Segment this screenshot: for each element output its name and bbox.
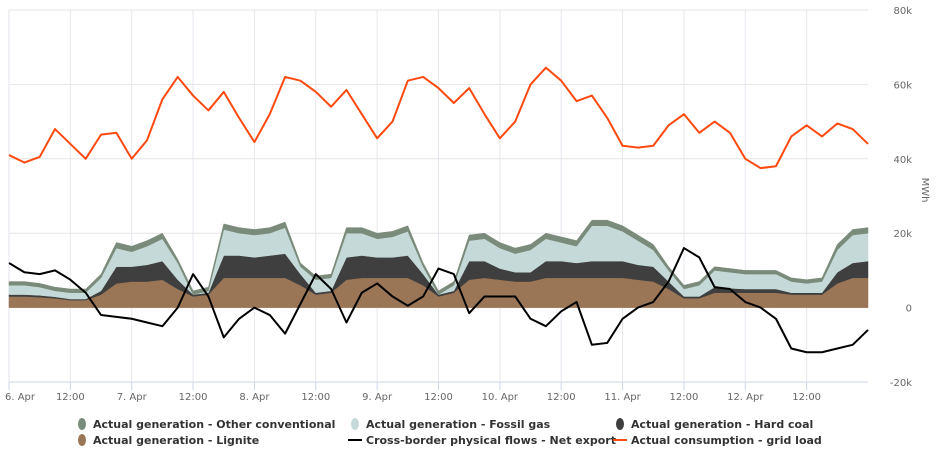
line-actual-consumption-grid-load bbox=[8, 66, 869, 170]
legend-label: Actual generation - Fossil gas bbox=[366, 418, 551, 431]
x-tick-label: 11. Apr bbox=[604, 392, 641, 403]
y-tick-label: 40k bbox=[893, 155, 912, 166]
y-axis: 80k 60k 40k 20k 0 -20k bbox=[890, 6, 912, 389]
legend-item[interactable]: Actual generation - Lignite bbox=[78, 434, 259, 447]
legend-marker-icon bbox=[616, 418, 624, 430]
legend-item[interactable]: Actual generation - Other conventional bbox=[78, 418, 335, 431]
grid bbox=[8, 9, 868, 383]
x-tick-label: 12:00 bbox=[547, 392, 576, 403]
legend-label: Cross-border physical flows - Net export bbox=[366, 434, 616, 447]
legend: Actual generation - Other conventional Ac… bbox=[78, 418, 822, 447]
y-tick-label: 80k bbox=[893, 6, 912, 17]
y-tick-label: 60k bbox=[893, 80, 912, 91]
legend-label: Actual generation - Other conventional bbox=[93, 418, 335, 431]
x-tick-label: 12:00 bbox=[301, 392, 330, 403]
y-tick-label: 20k bbox=[893, 229, 912, 240]
line-cross-border-physical-flows-net-export bbox=[8, 247, 869, 354]
x-tick-label: 12:00 bbox=[56, 392, 85, 403]
x-tick-label: 12:00 bbox=[792, 392, 821, 403]
legend-marker-icon bbox=[78, 418, 86, 430]
legend-marker-icon bbox=[351, 418, 359, 430]
x-tick-label: 12:00 bbox=[179, 392, 208, 403]
series-lines bbox=[8, 66, 869, 354]
x-tick-label: 9. Apr bbox=[362, 392, 393, 403]
legend-label: Actual generation - Hard coal bbox=[631, 418, 813, 431]
legend-item[interactable]: Actual consumption - grid load bbox=[613, 434, 822, 447]
x-tick-label: 7. Apr bbox=[117, 392, 148, 403]
legend-item[interactable]: Actual generation - Hard coal bbox=[616, 418, 813, 431]
x-tick-label: 6. Apr bbox=[5, 392, 36, 403]
legend-line-icon bbox=[348, 439, 362, 441]
x-tick-label: 10. Apr bbox=[482, 392, 519, 403]
legend-item[interactable]: Cross-border physical flows - Net export bbox=[348, 434, 616, 447]
x-tick-label: 12:00 bbox=[670, 392, 699, 403]
y-axis-title: MWh bbox=[919, 178, 930, 203]
legend-label: Actual consumption - grid load bbox=[631, 434, 822, 447]
x-tick-label: 8. Apr bbox=[239, 392, 270, 403]
stacked-areas bbox=[8, 219, 869, 308]
legend-line-icon bbox=[613, 439, 627, 441]
x-tick-label: 12:00 bbox=[424, 392, 453, 403]
legend-item[interactable]: Actual generation - Fossil gas bbox=[351, 418, 551, 431]
y-tick-label: -20k bbox=[890, 378, 912, 389]
area-actual-generation-other-conventional bbox=[8, 219, 869, 295]
legend-label: Actual generation - Lignite bbox=[93, 434, 259, 447]
x-tick-label: 12. Apr bbox=[727, 392, 764, 403]
x-axis: 6. Apr 12:00 7. Apr 12:00 8. Apr 12:00 9. Apr 1… bbox=[5, 382, 821, 403]
y-tick-label: 0 bbox=[906, 304, 912, 315]
legend-marker-icon bbox=[78, 434, 86, 446]
